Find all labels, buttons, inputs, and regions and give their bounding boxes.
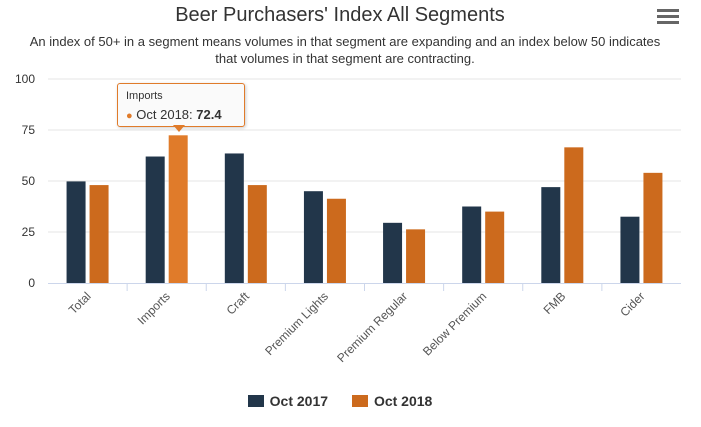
bar[interactable] bbox=[620, 216, 640, 283]
y-tick-label: 0 bbox=[28, 276, 35, 290]
tooltip-series-dot: ● bbox=[126, 110, 133, 122]
bar[interactable] bbox=[383, 222, 403, 283]
x-tick-label: Craft bbox=[224, 289, 253, 318]
x-tick-label: Imports bbox=[135, 289, 173, 327]
y-tick-label: 100 bbox=[15, 72, 35, 86]
x-tick-label: Premium Lights bbox=[262, 289, 331, 358]
chart-title: Beer Purchasers' Index All Segments bbox=[175, 4, 505, 26]
bar[interactable] bbox=[303, 191, 323, 283]
bar[interactable] bbox=[485, 211, 505, 283]
y-tick-label: 50 bbox=[22, 174, 36, 188]
x-tick-label: Cider bbox=[617, 289, 647, 319]
bar[interactable] bbox=[168, 135, 188, 283]
x-tick-label: FMB bbox=[541, 289, 569, 317]
legend-label-oct-2018: Oct 2018 bbox=[373, 393, 433, 409]
tooltip-category: Imports bbox=[126, 90, 163, 102]
y-tick-label: 25 bbox=[22, 225, 36, 239]
legend-label-oct-2017: Oct 2017 bbox=[269, 393, 329, 409]
legend-swatch-oct-2018 bbox=[351, 395, 368, 407]
bar[interactable] bbox=[643, 172, 663, 283]
tooltip-series-name: Oct 2018 bbox=[136, 107, 190, 122]
chart-legend: Oct 2017 Oct 2018 bbox=[0, 393, 680, 409]
bar[interactable] bbox=[406, 229, 426, 283]
tooltip-value: 72.4 bbox=[196, 107, 222, 122]
hamburger-menu-icon[interactable] bbox=[657, 9, 679, 27]
bar[interactable] bbox=[541, 187, 561, 283]
tooltip: Imports ● Oct 2018: 72.4 bbox=[117, 83, 245, 127]
bar[interactable] bbox=[247, 185, 267, 283]
x-tick-label: Premium Regular bbox=[334, 289, 410, 365]
bar[interactable] bbox=[66, 181, 86, 283]
legend-item-oct-2018[interactable]: Oct 2018 bbox=[351, 393, 433, 409]
tooltip-pointer bbox=[173, 125, 185, 132]
bar[interactable] bbox=[326, 198, 346, 283]
bar[interactable] bbox=[564, 147, 584, 283]
x-tick-label: Below Premium bbox=[420, 289, 489, 358]
chart-subtitle: An index of 50+ in a segment means volum… bbox=[29, 34, 661, 66]
x-tick-label: Total bbox=[66, 289, 94, 317]
bar[interactable] bbox=[224, 153, 244, 283]
y-tick-label: 75 bbox=[22, 123, 36, 137]
bar[interactable] bbox=[89, 185, 109, 283]
bar[interactable] bbox=[462, 206, 482, 284]
tooltip-body: ● Oct 2018: 72.4 bbox=[126, 107, 222, 122]
bar-chart: 0 25 50 75 100 Total Imports Craft Premium Light… bbox=[15, 72, 681, 365]
bar[interactable] bbox=[145, 156, 165, 283]
legend-item-oct-2017[interactable]: Oct 2017 bbox=[247, 393, 329, 409]
legend-swatch-oct-2017 bbox=[247, 395, 264, 407]
